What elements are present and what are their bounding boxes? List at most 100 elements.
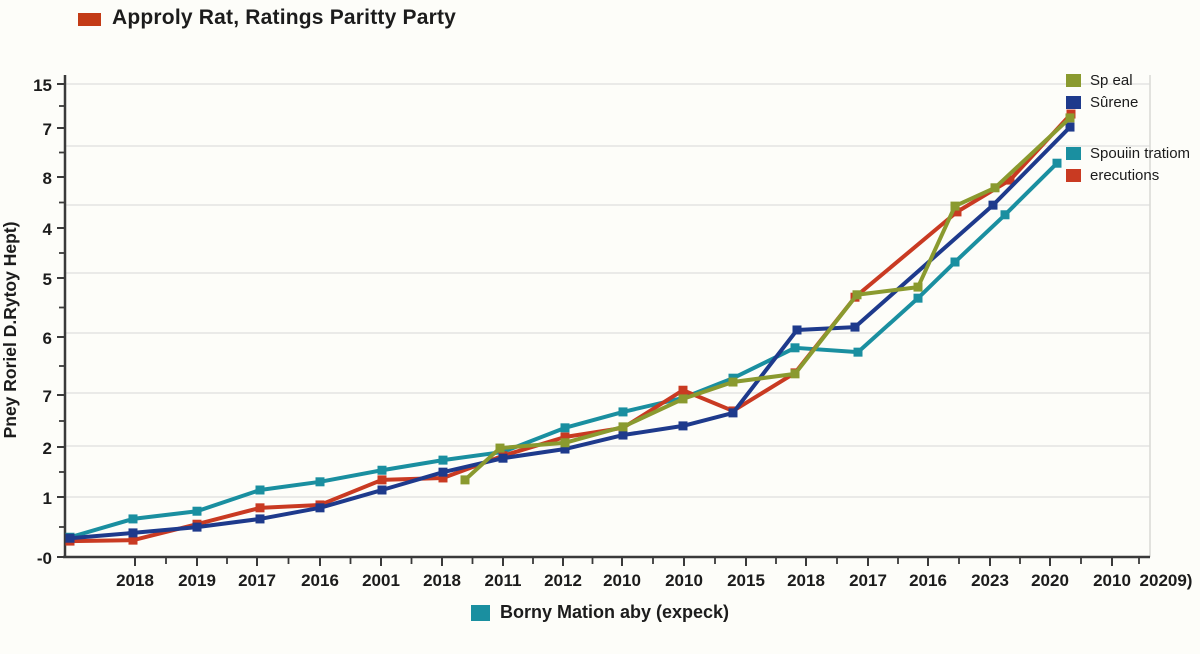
data-point-marker — [1000, 210, 1010, 220]
y-tick-label: 15 — [33, 76, 52, 95]
data-point-marker — [913, 293, 923, 303]
data-point-marker — [850, 322, 860, 332]
x-tick-label: 2015 — [727, 571, 765, 590]
x-tick-label: 2017 — [238, 571, 276, 590]
data-point-marker — [728, 408, 738, 418]
data-point-marker — [192, 522, 202, 532]
data-point-marker — [952, 207, 962, 217]
data-point-marker — [678, 421, 688, 431]
data-point-marker — [377, 475, 387, 485]
data-point-marker — [65, 533, 75, 543]
series-line-spouiin-tratiom — [68, 161, 1059, 540]
data-point-marker — [315, 477, 325, 487]
legend-label: Sûrene — [1090, 94, 1139, 111]
chart-legend: Sp eal Sûrene Spouiin tratiom erecutions — [1066, 72, 1190, 189]
data-point-marker — [950, 201, 960, 211]
x-tick-label: 2020 — [1031, 571, 1069, 590]
series-layer — [65, 109, 1076, 546]
data-point-marker — [728, 377, 738, 387]
data-point-marker — [790, 369, 800, 379]
x-axis-legend-label: Borny Mation aby (expeck) — [499, 602, 730, 622]
x-axis-legend: Borny Mation aby (expeck) — [0, 602, 1200, 623]
data-point-marker — [950, 257, 960, 267]
data-point-marker — [913, 282, 923, 292]
x-tick-label: 20209) — [1140, 571, 1193, 590]
chart-title: Approly Rat, Ratings Paritty Party — [112, 6, 457, 29]
y-tick-label: 8 — [43, 169, 52, 188]
legend-swatch — [1066, 96, 1081, 109]
data-point-marker — [438, 467, 448, 477]
data-point-marker — [377, 465, 387, 475]
data-point-marker — [377, 485, 387, 495]
data-point-marker — [618, 430, 628, 440]
x-tick-label: 2018 — [787, 571, 825, 590]
y-tick-label: -0 — [37, 549, 52, 568]
x-tick-label: 2016 — [909, 571, 947, 590]
x-axis-legend-swatch — [470, 604, 490, 621]
x-tick-label: 2010 — [665, 571, 703, 590]
data-point-marker — [255, 503, 265, 513]
x-tick-label: 2023 — [971, 571, 1009, 590]
data-point-marker — [618, 422, 628, 432]
data-point-marker — [678, 394, 688, 404]
data-point-marker — [460, 475, 470, 485]
y-tick-label: 5 — [43, 270, 52, 289]
series-s-rene — [65, 122, 1075, 543]
data-point-marker — [560, 438, 570, 448]
legend-item-spouiin-tratiom: Spouiin tratiom — [1066, 145, 1190, 162]
x-tick-label: 2018 — [423, 571, 461, 590]
legend-item-s-rene: Sûrene — [1066, 94, 1190, 111]
y-tick-label: 7 — [43, 387, 52, 406]
data-point-marker — [988, 200, 998, 210]
legend-swatch — [1066, 169, 1081, 182]
y-tick-label: 6 — [43, 329, 52, 348]
series-line-erecutions — [68, 112, 1073, 544]
series-line-s-rene — [68, 125, 1072, 541]
data-point-marker — [560, 432, 570, 442]
legend-label: Spouiin tratiom — [1090, 145, 1191, 162]
data-point-marker — [560, 423, 570, 433]
data-point-marker — [852, 290, 862, 300]
series-line-sp-eal — [463, 115, 1072, 482]
legend-label: Sp eal — [1090, 72, 1133, 89]
x-tick-label: 2017 — [849, 571, 887, 590]
series-sp-eal — [460, 113, 1075, 485]
axes-layer: 15 7 8 4 5 6 7 2 1 -0 2018 2019 2017 2016 2001 2018 2011… — [33, 75, 1192, 590]
data-point-marker — [1052, 158, 1062, 168]
data-point-marker — [618, 407, 628, 417]
y-tick-label: 4 — [43, 220, 53, 239]
series-spouiin-tratiom — [65, 158, 1062, 542]
y-tick-label: 2 — [43, 439, 52, 458]
legend-swatch — [1066, 147, 1081, 160]
chart-title-row: Approly Rat, Ratings Paritty Party — [78, 6, 456, 30]
y-tick-label: 1 — [43, 489, 52, 508]
legend-label: erecutions — [1090, 167, 1160, 184]
data-point-marker — [790, 343, 800, 353]
x-tick-label: 2019 — [178, 571, 216, 590]
data-point-marker — [255, 485, 265, 495]
y-axis-title: Pney Roriel D.Rytoy Hept) — [0, 222, 20, 439]
data-point-marker — [792, 325, 802, 335]
data-point-marker — [128, 514, 138, 524]
data-point-marker — [438, 455, 448, 465]
gridlines-layer — [65, 75, 1151, 557]
data-point-marker — [990, 183, 1000, 193]
data-point-marker — [853, 347, 863, 357]
data-point-marker — [192, 506, 202, 516]
x-tick-label: 2010 — [1093, 571, 1131, 590]
data-point-marker — [438, 473, 448, 483]
data-point-marker — [678, 385, 688, 395]
x-tick-label: 2010 — [603, 571, 641, 590]
x-tick-label: 2018 — [116, 571, 154, 590]
data-point-marker — [498, 453, 508, 463]
data-point-marker — [128, 528, 138, 538]
x-tick-label: 2011 — [485, 571, 522, 590]
x-tick-label: 2012 — [544, 571, 582, 590]
series-erecutions — [65, 109, 1076, 546]
data-point-marker — [1065, 113, 1075, 123]
data-point-marker — [255, 514, 265, 524]
y-tick-label: 7 — [43, 120, 52, 139]
data-point-marker — [1005, 175, 1015, 185]
